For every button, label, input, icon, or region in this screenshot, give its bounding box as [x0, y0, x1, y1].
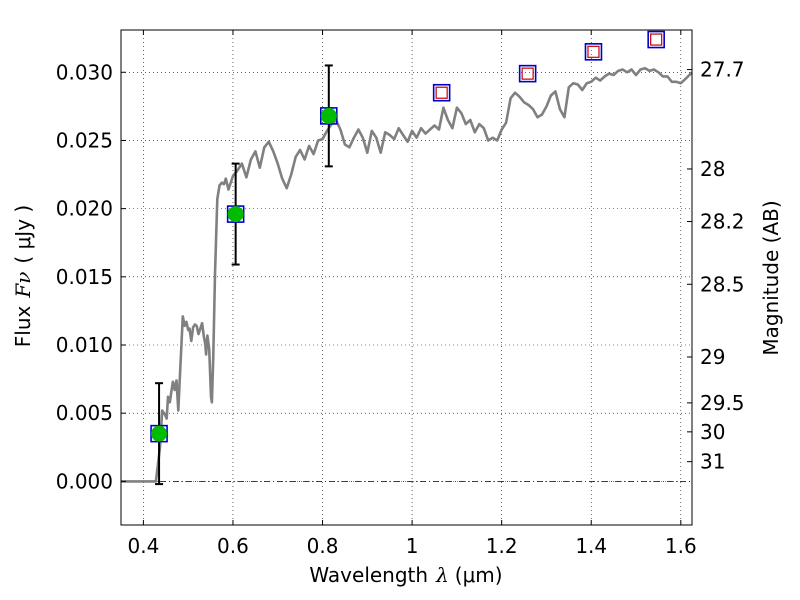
x-tick-label: 1.2	[486, 534, 518, 558]
photometry-point	[320, 107, 337, 124]
magnitude-tick-label: 31	[700, 450, 725, 474]
y-tick-label: 0.005	[56, 401, 113, 425]
magnitude-tick-label: 28.5	[700, 272, 745, 296]
magnitude-tick-label: 29	[700, 345, 725, 369]
predicted-flux-square	[435, 86, 448, 99]
magnitude-tick-label: 28.2	[700, 210, 745, 234]
model-flux-square	[584, 43, 603, 61]
magnitude-axis: 27.7 28 28.2 28.5 29 29.5 30 31	[687, 58, 745, 474]
predicted-flux-square	[650, 33, 663, 46]
magnitude-tick-label: 27.7	[700, 58, 745, 82]
template-spectrum-line	[121, 66, 693, 483]
y-axis-title-prefix: Flux	[11, 305, 35, 347]
data-points	[150, 30, 665, 443]
x-tick-label: 0.4	[127, 534, 159, 558]
y-tick-label: 0.020	[56, 197, 113, 221]
x-tick-label: 1.6	[665, 534, 697, 558]
y-axis-title-symbol: Fν	[11, 272, 35, 299]
template-spectrum	[121, 66, 693, 483]
x-axis-title: Wavelength λ (μm)	[309, 563, 502, 587]
x-axis-title-unit: (μm)	[455, 563, 503, 587]
model-flux-square	[518, 64, 537, 83]
plot-frame	[120, 29, 693, 526]
magnitude-tick-label: 29.5	[700, 391, 745, 415]
y-tick-label: 0.025	[56, 128, 113, 152]
magnitude-axis-title: Magnitude (AB)	[759, 200, 783, 355]
y-axis-title-unit: ( μJy )	[11, 205, 35, 264]
predicted-flux-square	[521, 67, 534, 80]
y-axis: 0.000 0.005 0.010 0.015 0.020 0.025 0.030	[56, 60, 126, 493]
grid	[121, 30, 692, 525]
predicted-flux-square	[587, 45, 600, 58]
magnitude-tick-label: 28	[700, 157, 725, 181]
y-axis-title: Flux Fν ( μJy )	[11, 205, 35, 347]
photometry-point	[151, 425, 168, 442]
x-tick-label: 0.8	[307, 534, 339, 558]
y-tick-label: 0.015	[56, 265, 113, 289]
model-flux-square	[647, 30, 665, 49]
model-flux-square	[432, 83, 451, 102]
error-bars	[155, 64, 333, 486]
magnitude-tick-label: 30	[700, 420, 725, 444]
y-tick-label: 0.000	[56, 469, 113, 493]
x-tick-label: 1.4	[575, 534, 607, 558]
y-tick-label: 0.030	[56, 60, 113, 84]
photometry-point	[227, 206, 244, 223]
x-axis-title-prefix: Wavelength	[309, 563, 428, 587]
x-axis-title-symbol: λ	[435, 563, 449, 587]
x-tick-label: 0.6	[217, 534, 249, 558]
y-tick-label: 0.010	[56, 333, 113, 357]
x-axis: 0.4 0.6 0.8 1 1.2 1.4 1.6	[127, 30, 697, 558]
x-tick-label: 1	[406, 534, 419, 558]
